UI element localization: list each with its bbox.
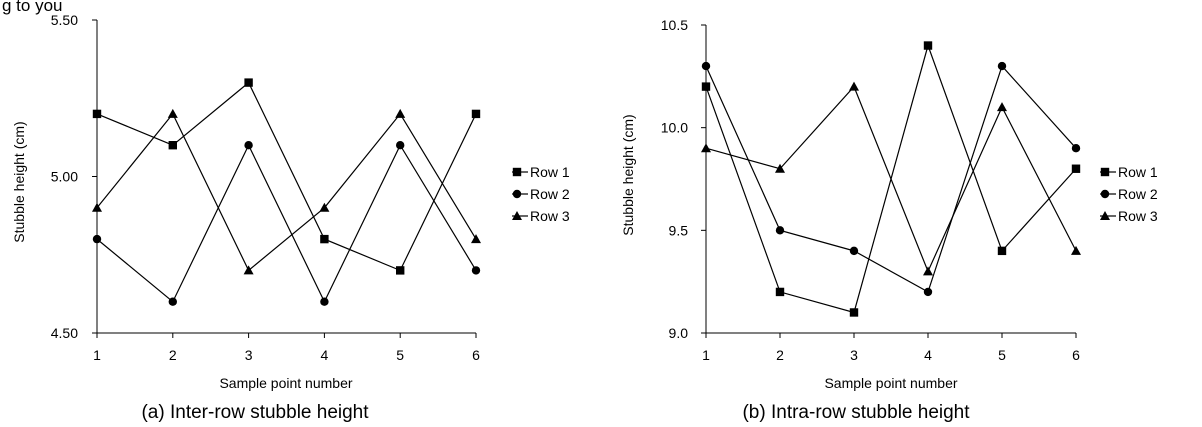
chart-b-point-row-1 [849, 308, 859, 317]
chart-a-point-row-2 [92, 234, 102, 244]
chart-a-point-row-1 [396, 266, 405, 275]
chart-b-x-tick-label: 6 [1072, 347, 1080, 363]
chart-b-legend-label: Row 3 [1118, 208, 1158, 224]
chart-b-x-tick-label: 3 [850, 347, 858, 363]
chart-b-point-row-2 [701, 61, 711, 71]
chart-b-point-row-2 [923, 287, 933, 297]
chart-a-point-row-3 [243, 265, 254, 275]
chart-b-point-row-2 [1071, 144, 1081, 153]
chart-b-point-row-1 [923, 41, 933, 50]
chart-b-x-tick-label: 5 [998, 347, 1006, 363]
chart-a-legend-marker [512, 211, 522, 220]
chart-b-point-row-3 [1071, 245, 1081, 255]
chart-b-point-row-1 [775, 287, 785, 297]
chart-a-point-row-3 [92, 202, 102, 212]
chart-b-point-row-1 [1071, 164, 1081, 173]
chart-a-series-line-row-3 [96, 112, 477, 272]
chart-b-caption: (b) Intra-row stubble height [742, 402, 970, 423]
chart-a-point-row-2 [320, 297, 329, 306]
chart-a-x-tick-label: 2 [169, 347, 177, 363]
chart-a-point-row-2 [244, 141, 253, 150]
chart-a-x-tick-label: 4 [321, 347, 329, 363]
chart-b-y-tick-label: 10.0 [661, 120, 688, 136]
chart-a-point-row-2 [168, 297, 177, 306]
chart-a-x-tick-label: 1 [93, 347, 101, 363]
chart-a-point-row-2 [396, 141, 405, 150]
chart-b-series-line-row-3 [705, 85, 1077, 273]
chart-b-legend-label: Row 1 [1118, 164, 1158, 180]
chart-a-x-tick-label: 6 [472, 347, 480, 363]
chart-a-legend-marker [512, 167, 522, 177]
chart-b-legend-label: Row 2 [1118, 186, 1158, 202]
chart-a-legend-label: Row 2 [530, 186, 570, 202]
chart-b-point-row-3 [701, 143, 711, 153]
chart-b-point-row-3 [923, 266, 933, 276]
chart-a-point-row-3 [471, 234, 481, 244]
chart-a-ylabel: Stubble height (cm) [11, 121, 27, 242]
chart-a-point-row-3 [167, 108, 178, 118]
chart-b-y-tick-label: 9.5 [669, 222, 689, 238]
chart-b-y-tick-label: 9.0 [669, 325, 689, 341]
chart-b-ylabel: Stubble height (cm) [620, 114, 636, 235]
chart-a-point-row-1 [168, 141, 177, 150]
chart-b-xlabel: Sample point number [824, 375, 957, 391]
chart-a-point-row-1 [471, 109, 481, 119]
chart-b: 9.0 9.5 10.0 10.5 1 2 3 4 5 6 Row 1 Row 2 Row 3 (b) … [620, 17, 1158, 423]
chart-a-point-row-1 [92, 109, 102, 119]
chart-a-xlabel: Sample point number [219, 375, 352, 391]
chart-a-point-row-1 [244, 78, 253, 87]
chart-a-legend-label: Row 1 [530, 164, 570, 180]
chart-b-x-tick-label: 4 [924, 347, 932, 363]
chart-b-point-row-3 [775, 163, 785, 173]
chart-b-point-row-2 [775, 226, 785, 235]
figure-title: g to you [2, 0, 63, 15]
chart-b-y-tick-label: 10.5 [661, 17, 688, 33]
chart-b-point-row-3 [997, 102, 1007, 112]
chart-a-point-row-3 [319, 202, 330, 212]
chart-b-point-row-2 [849, 246, 859, 256]
chart-b-point-row-1 [997, 246, 1007, 256]
chart-b-point-row-2 [997, 61, 1007, 71]
chart-b-legend-marker [1100, 189, 1110, 199]
chart-a-caption: (a) Inter-row stubble height [141, 402, 369, 423]
chart-a-point-row-3 [395, 108, 406, 118]
chart-b-marks: 9.0 9.5 10.0 10.5 1 2 3 4 5 6 Row 1 Row 2 Row 3 [661, 17, 1158, 363]
chart-a-x-tick-label: 5 [396, 347, 404, 363]
chart-a-point-row-1 [320, 234, 329, 244]
chart-b-x-tick-label: 2 [776, 347, 784, 363]
chart-a-series-line-row-2 [96, 143, 477, 304]
chart-a-legend-label: Row 3 [530, 208, 570, 224]
chart-a: 4.50 5.00 5.50 1 2 3 4 5 6 Row 1 Row 2 Row 3 (a) In… [11, 12, 570, 423]
chart-b-series-line-row-2 [705, 64, 1077, 293]
chart-a-series-line-row-1 [96, 81, 477, 272]
chart-b-legend-marker [1100, 211, 1110, 220]
chart-b-point-row-3 [849, 81, 859, 91]
chart-b-point-row-1 [701, 82, 711, 91]
chart-b-legend-marker [1100, 167, 1110, 177]
chart-a-legend-marker [512, 189, 522, 199]
chart-a-y-tick-label: 4.50 [51, 325, 78, 341]
chart-a-y-tick-label: 5.50 [51, 12, 78, 28]
chart-a-y-tick-label: 5.00 [51, 169, 78, 185]
chart-a-point-row-2 [471, 266, 481, 275]
chart-a-x-tick-label: 3 [245, 347, 253, 363]
chart-b-x-tick-label: 1 [702, 347, 710, 363]
chart-a-marks: 4.50 5.00 5.50 1 2 3 4 5 6 Row 1 Row 2 Row 3 [51, 12, 570, 363]
